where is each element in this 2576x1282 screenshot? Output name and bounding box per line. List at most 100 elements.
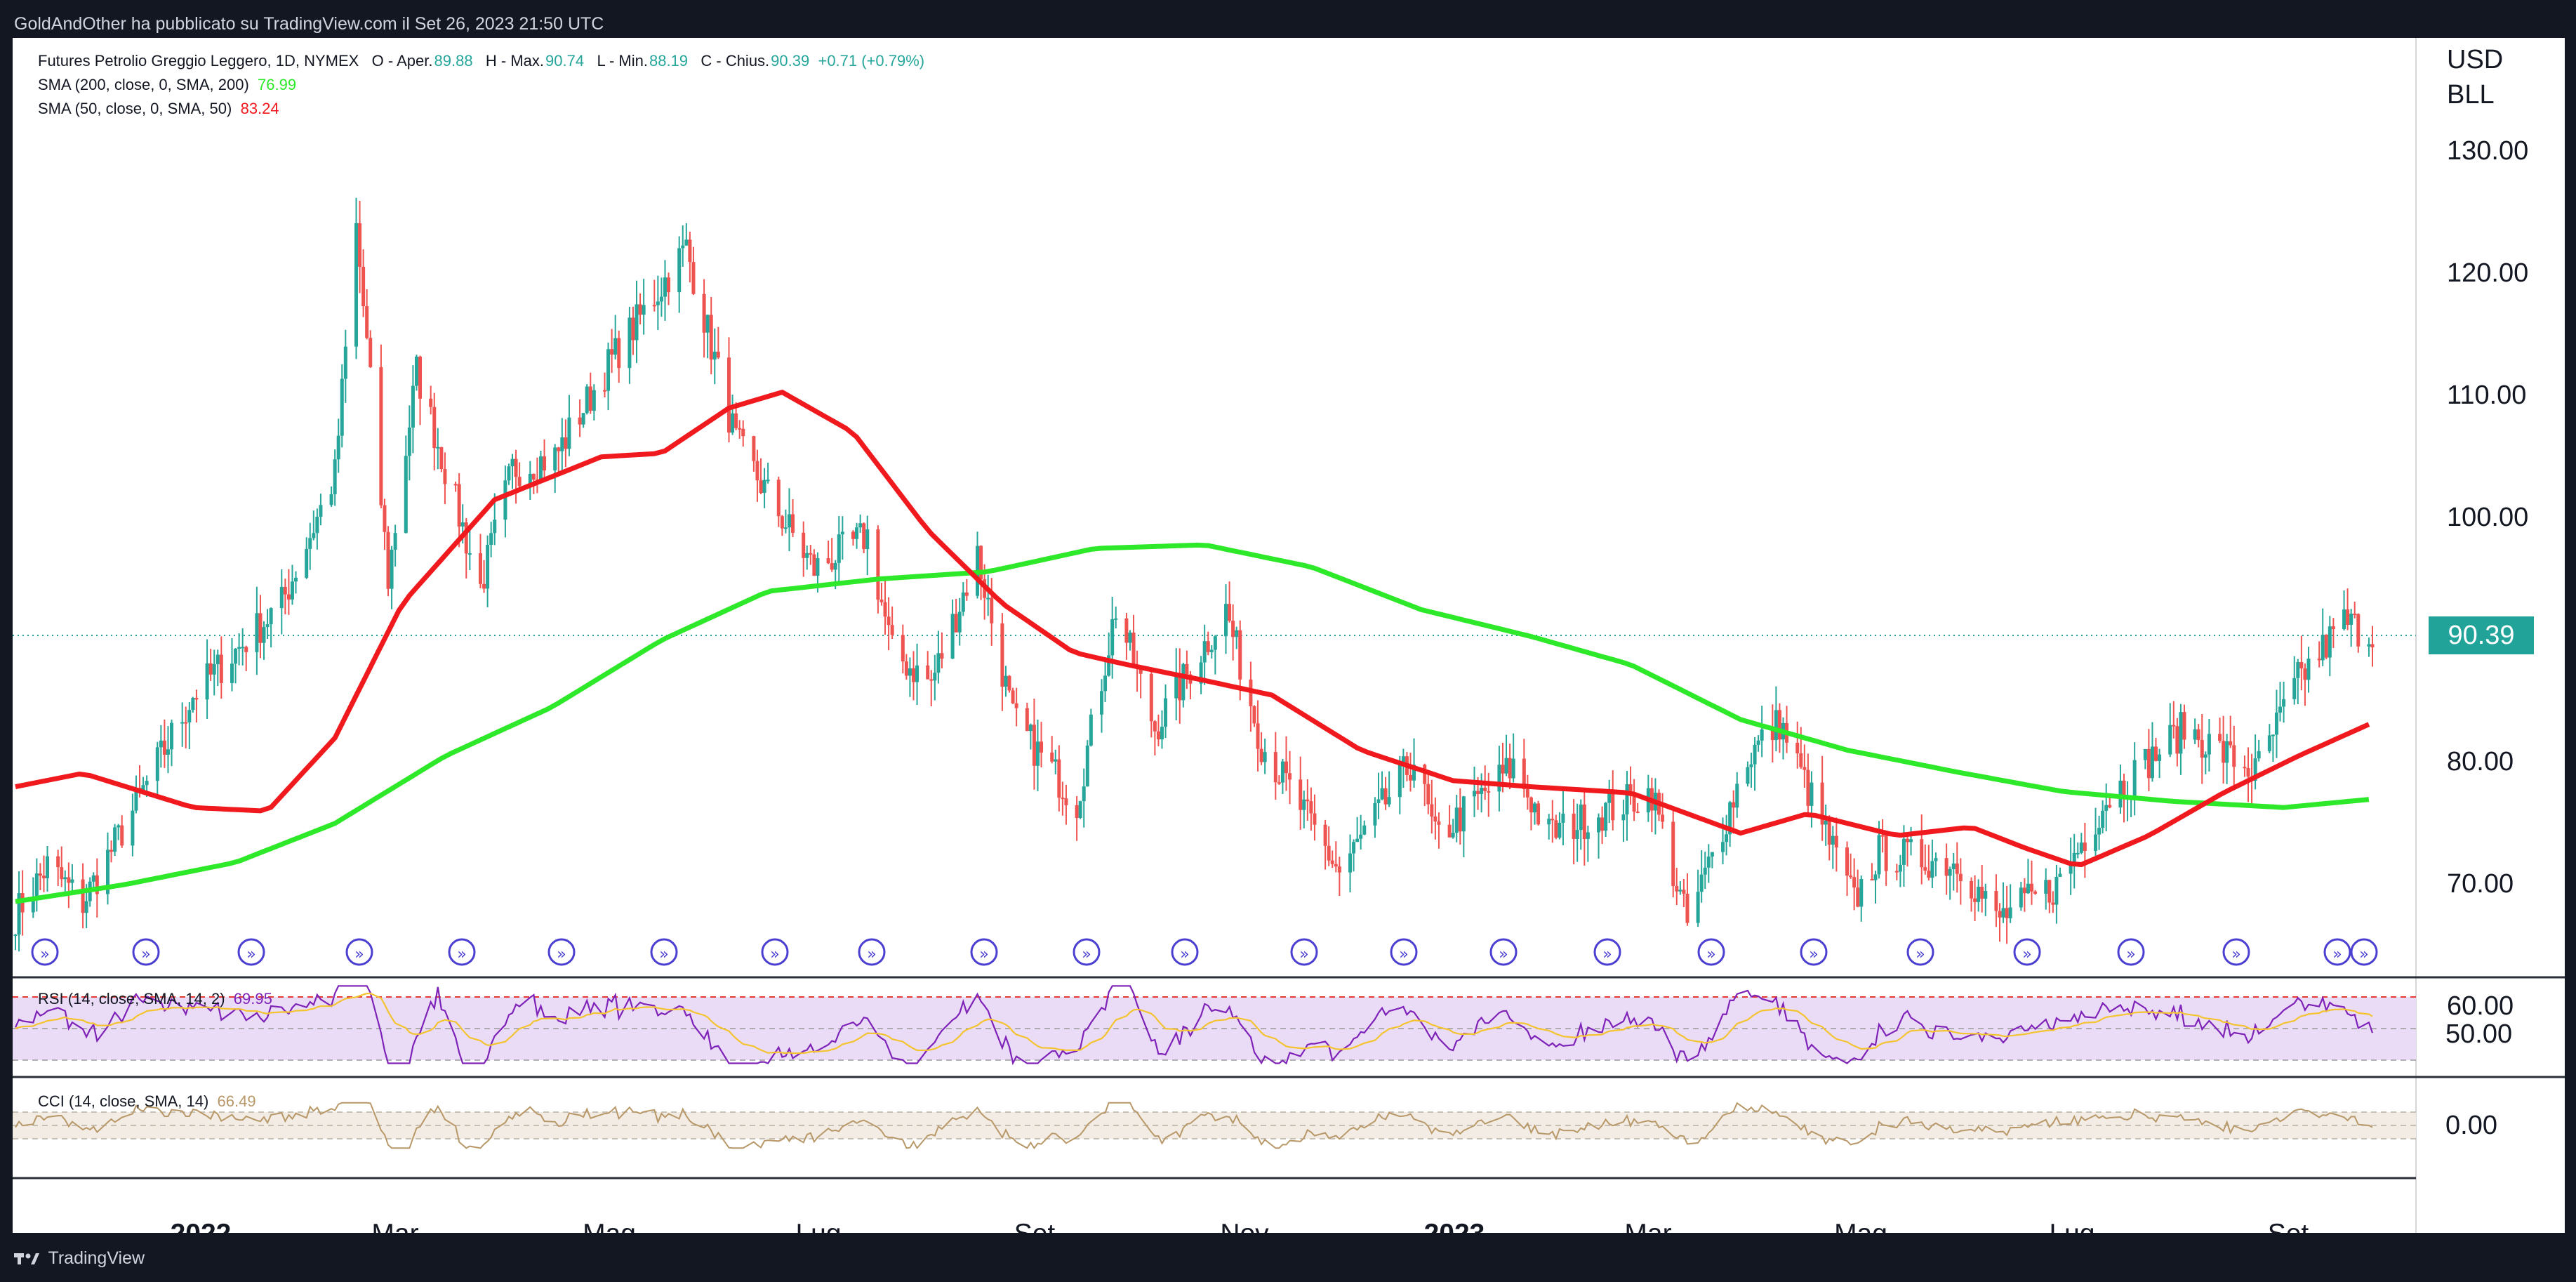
candle-body <box>702 293 706 333</box>
candle-body <box>205 663 209 700</box>
price-tick-label: 80.00 <box>2447 746 2514 777</box>
candle-body <box>361 266 366 307</box>
cci-legend[interactable]: CCI (14, close, SMA, 14) 66.49 <box>38 1092 256 1111</box>
sma200-legend[interactable]: SMA (200, close, 0, SMA, 200) 76.99 <box>38 76 296 94</box>
marker-glyph: » <box>1706 946 1715 963</box>
candle-body <box>1238 630 1242 680</box>
candle-body <box>429 398 433 407</box>
candle-body <box>1064 798 1068 805</box>
dividend-marker-icon: » <box>1697 938 1725 966</box>
event-markers-group: » » » » » » » » » » » » » » » » » » » » » » » » <box>31 938 2378 966</box>
candle-body <box>652 305 656 307</box>
high-label: H - Max. <box>485 52 545 70</box>
candle-body <box>858 523 863 528</box>
candle-body <box>1984 891 1988 899</box>
candle-body <box>1532 803 1536 813</box>
candle-body <box>1082 786 1086 802</box>
dividend-marker-icon: » <box>761 938 789 966</box>
candle-body <box>2271 734 2275 736</box>
candle-body <box>538 456 543 482</box>
marker-ring <box>1290 938 1318 966</box>
candle-body <box>1536 803 1541 825</box>
candle-body <box>2317 659 2321 661</box>
candle-body <box>2193 729 2197 740</box>
dividend-marker-icon: » <box>1390 938 1418 966</box>
candle-body <box>688 239 692 263</box>
candle-body <box>712 351 717 360</box>
candle-body <box>1958 873 1963 881</box>
candle-body <box>1153 721 1157 732</box>
candle-body <box>855 527 859 539</box>
candle-body <box>2321 634 2325 661</box>
marker-glyph: » <box>867 946 876 963</box>
candle-body <box>709 315 713 360</box>
candle-body <box>876 529 880 600</box>
dividend-marker-icon: » <box>345 938 373 966</box>
candle-body <box>681 245 685 249</box>
candle-body <box>1259 748 1263 762</box>
sma50-legend[interactable]: SMA (50, close, 0, SMA, 50) 83.24 <box>38 100 279 118</box>
candle-body <box>1408 774 1412 781</box>
sma50-label: SMA (50, close, 0, SMA, 50) <box>38 100 232 117</box>
candle-body <box>265 624 270 628</box>
candle-body <box>2150 746 2154 779</box>
candle-body <box>2168 725 2172 755</box>
rsi-legend[interactable]: RSI (14, close, SMA, 14, 2) 69.95 <box>38 990 272 1008</box>
volume-unit: BLL <box>2447 80 2495 110</box>
candle-body <box>113 827 117 852</box>
chart-canvas[interactable]: » » » » » » » » » » » » » » » » » » » » » » » » <box>13 38 2565 1233</box>
candle-body <box>1128 633 1132 643</box>
candle-body <box>826 558 830 564</box>
candle-body <box>2324 634 2328 658</box>
candle-body <box>1746 767 1750 784</box>
candle-body <box>393 533 397 550</box>
candle-body <box>964 592 969 596</box>
candle-body <box>1174 674 1179 699</box>
candle-body <box>1511 758 1515 779</box>
candle-body <box>2278 706 2283 713</box>
candle-body <box>187 710 192 722</box>
candle-body <box>2200 739 2204 758</box>
candle-body <box>1387 797 1391 805</box>
candle-body <box>581 413 585 425</box>
marker-ring <box>31 938 59 966</box>
low-value: 88.19 <box>649 52 689 70</box>
candle-body <box>2218 734 2222 741</box>
dividend-marker-icon: » <box>132 938 160 966</box>
candle-body <box>1054 759 1058 762</box>
candle-body <box>1998 911 2002 918</box>
candle-body <box>1181 663 1186 701</box>
candle-body <box>1032 725 1036 766</box>
candle-body <box>1078 801 1082 819</box>
candle-body <box>436 447 440 449</box>
candle-body <box>2008 907 2012 918</box>
candle-body <box>208 663 213 675</box>
candle-body <box>2175 726 2179 754</box>
candle-body <box>262 627 266 643</box>
candle-body <box>528 473 532 487</box>
candle-body <box>2097 828 2102 835</box>
candle-body <box>1948 869 1952 876</box>
candle-body <box>1710 852 1714 857</box>
candle-body <box>1944 858 1948 876</box>
dividend-marker-icon: » <box>2117 938 2145 966</box>
candle-body <box>2058 873 2062 877</box>
candle-body <box>1852 877 1857 888</box>
candle-body <box>1302 799 1306 810</box>
chart-panel[interactable]: » » » » » » » » » » » » » » » » » » » » » » » » Futures Petroli… <box>13 38 2565 1249</box>
candle-body <box>290 581 294 600</box>
candle-body <box>1923 867 1927 871</box>
candle-body <box>1100 691 1104 715</box>
candle-body <box>237 647 241 649</box>
candle-body <box>2118 780 2123 808</box>
candle-body <box>1951 863 1956 870</box>
candle-body <box>1327 845 1331 861</box>
candle-body <box>1777 710 1781 740</box>
candle-body <box>1870 879 1874 881</box>
marker-ring <box>2117 938 2145 966</box>
candle-body <box>783 527 788 529</box>
candle-body <box>1927 871 1931 878</box>
candle-body <box>1721 842 1725 852</box>
candle-body <box>283 586 287 595</box>
candle-body <box>780 516 784 529</box>
